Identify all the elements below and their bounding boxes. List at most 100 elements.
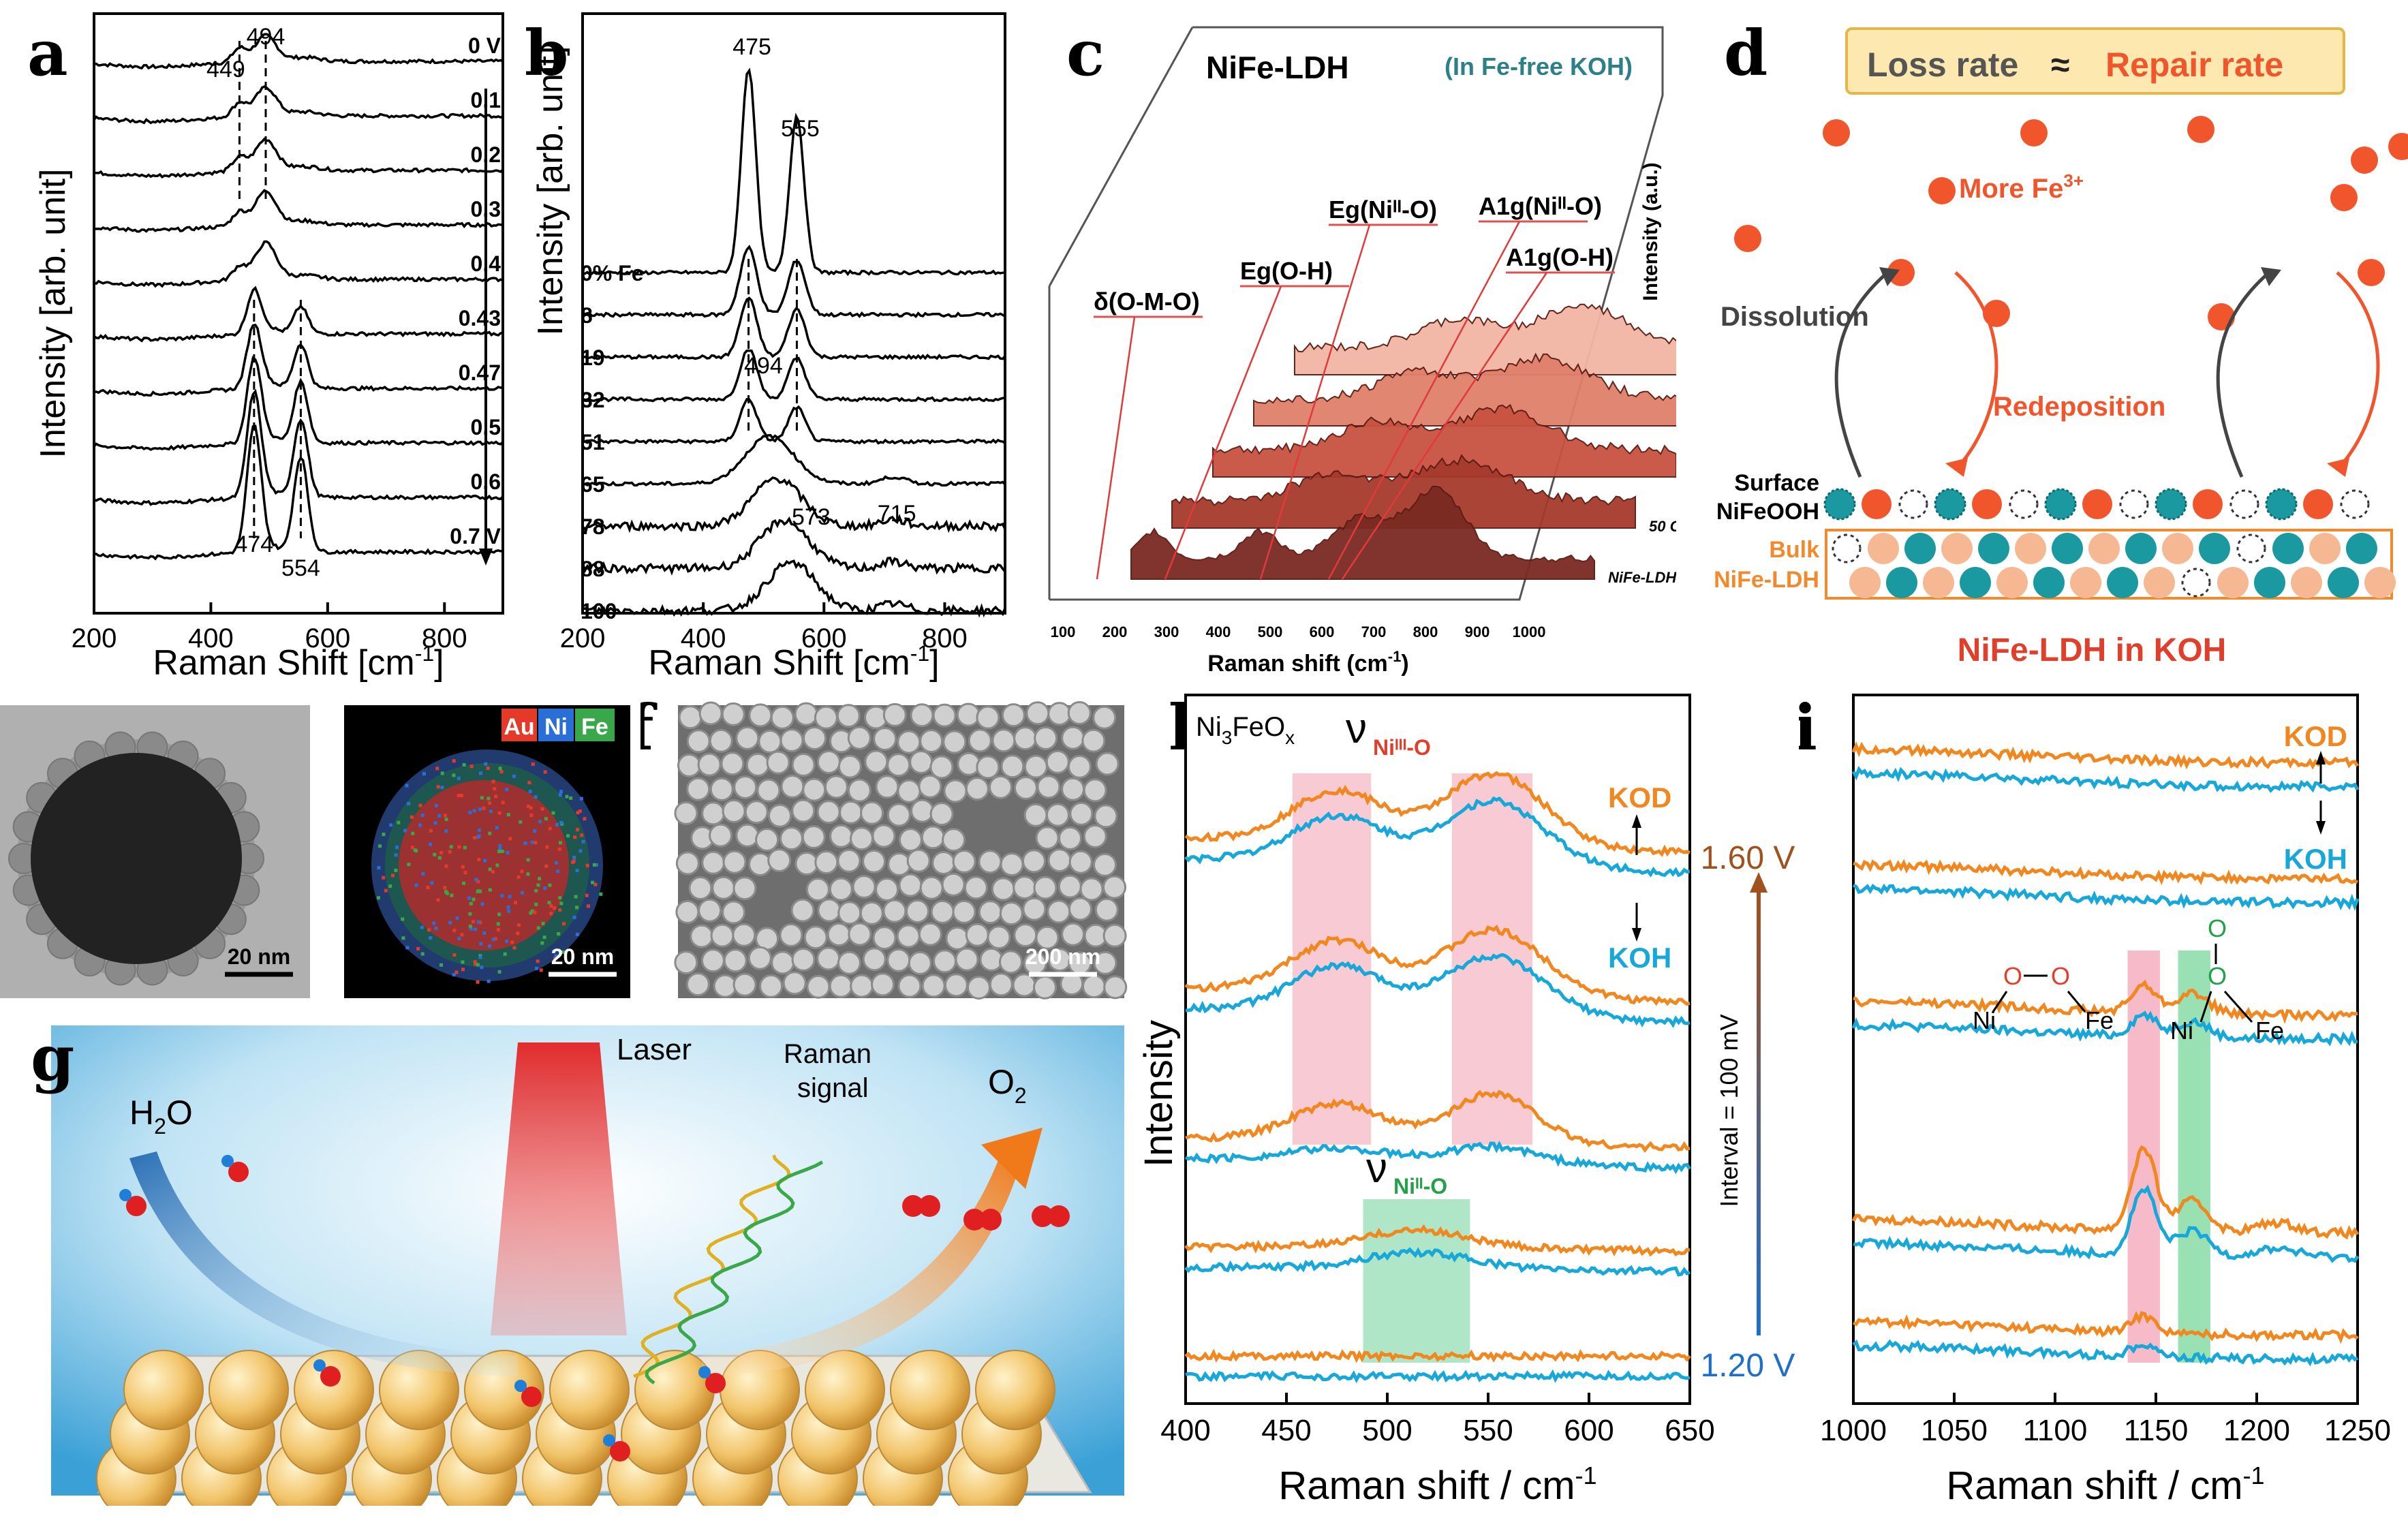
eds-pixel <box>553 906 557 910</box>
voltage-top: 1.60 V <box>1701 840 1795 876</box>
struct2-o1: O <box>2208 914 2227 942</box>
eds-pixel <box>527 781 531 785</box>
eds-pixel <box>496 922 500 926</box>
eds-pixel <box>494 794 498 799</box>
eds-pixel <box>440 771 444 775</box>
sem-sphere <box>697 752 722 777</box>
o2-atom <box>980 1209 1002 1231</box>
sem-sphere <box>919 876 944 900</box>
voltage-arrow <box>1757 886 1761 1335</box>
sem-sphere <box>709 728 733 753</box>
eds-pixel <box>562 922 566 926</box>
sem-sphere <box>862 947 886 972</box>
eds-pixel <box>534 888 538 893</box>
eds-pixel <box>469 764 474 769</box>
spectrum-trace <box>93 285 504 343</box>
nanoparticle-core <box>31 753 242 964</box>
eds-pixel <box>484 762 488 766</box>
struct2-ni: Ni <box>2170 1017 2193 1045</box>
sem-sphere <box>1058 826 1083 850</box>
panel-letter: c <box>1066 16 1105 90</box>
sem-sphere <box>933 949 957 974</box>
mode-guide <box>1096 316 1136 580</box>
eds-pixel <box>549 904 553 908</box>
surface-ni <box>2044 488 2077 521</box>
sem-sphere <box>686 729 711 754</box>
sem-sphere <box>1102 923 1127 948</box>
sem-sphere <box>674 801 698 825</box>
eds-pixel <box>558 908 562 912</box>
sem-sphere <box>987 925 1011 950</box>
eds-pixel <box>506 813 510 817</box>
spectrum-trace <box>93 424 504 561</box>
eds-pixel <box>530 909 534 913</box>
x-tick-label: 600 <box>1310 623 1335 640</box>
sem-sphere <box>991 877 1015 901</box>
fe-ion <box>2330 184 2358 211</box>
kod-trace <box>1852 1311 2359 1344</box>
eds-pixel <box>476 835 480 839</box>
legend-au-swatch <box>501 709 537 741</box>
band-superoxo <box>2178 950 2210 1363</box>
catalyst-particle <box>975 1350 1055 1430</box>
sem-sphere <box>735 823 760 848</box>
eds-pixel <box>585 893 589 897</box>
eds-pixel <box>520 869 524 873</box>
eds-pixel <box>561 950 566 954</box>
laser-beam <box>491 1042 627 1335</box>
sem-sphere <box>1035 826 1060 850</box>
x-tick-label: 100 <box>1051 623 1076 640</box>
sem-sphere <box>801 824 826 849</box>
sem-sphere <box>1061 922 1085 946</box>
eds-pixel <box>443 886 447 890</box>
sem-sphere <box>852 875 876 899</box>
eds-pixel <box>559 820 564 824</box>
eds-pixel <box>416 946 420 950</box>
eds-pixel <box>390 873 395 878</box>
spectrum-trace <box>582 296 1006 360</box>
eds-pixel <box>461 960 465 964</box>
eds-pixel <box>429 842 433 846</box>
layer-label: NiFe-LDH <box>1608 569 1676 586</box>
sem-sphere <box>930 899 955 924</box>
sem-sphere <box>896 924 921 948</box>
reactant-arrow <box>129 1151 518 1376</box>
spectrum-trace <box>93 189 504 233</box>
sem-sphere <box>943 779 968 803</box>
sem-sphere <box>952 849 976 873</box>
o2-atom <box>902 1195 924 1217</box>
redeposition-arrow <box>1954 271 1998 471</box>
trace-label: 78 <box>581 514 605 539</box>
eds-pixel <box>397 820 401 824</box>
sem-sphere <box>766 750 790 775</box>
surface-fe <box>2303 489 2333 519</box>
eds-pixel <box>505 939 509 943</box>
sem-sphere <box>1061 777 1085 801</box>
sem-sphere <box>690 924 714 948</box>
water-oxygen <box>126 1196 146 1216</box>
sem-sphere <box>1061 726 1085 750</box>
surface-vacancy <box>2119 489 2149 519</box>
mode-guide <box>1341 272 1548 580</box>
o2-label: O2 <box>988 1063 1027 1108</box>
eds-pixel <box>510 940 514 944</box>
eds-pixel <box>476 889 480 893</box>
eds-pixel <box>491 779 495 784</box>
struct1-o2: O <box>2051 962 2070 990</box>
fe-ion <box>2208 303 2235 330</box>
sem-sphere <box>723 948 747 973</box>
x-tick-label: 200 <box>1102 623 1128 640</box>
eds-pixel <box>572 915 576 919</box>
eds-pixel <box>578 849 583 853</box>
sem-sphere <box>1000 754 1025 779</box>
bulk-atom <box>1886 567 1917 598</box>
eds-pixel <box>418 823 422 827</box>
eds-pixel <box>435 767 439 771</box>
sem-sphere <box>871 824 896 848</box>
sem-sphere <box>988 775 1013 799</box>
sem-sphere <box>733 775 758 799</box>
sem-sphere <box>1000 852 1024 877</box>
eds-pixel <box>452 953 457 957</box>
sem-sphere <box>803 726 827 751</box>
